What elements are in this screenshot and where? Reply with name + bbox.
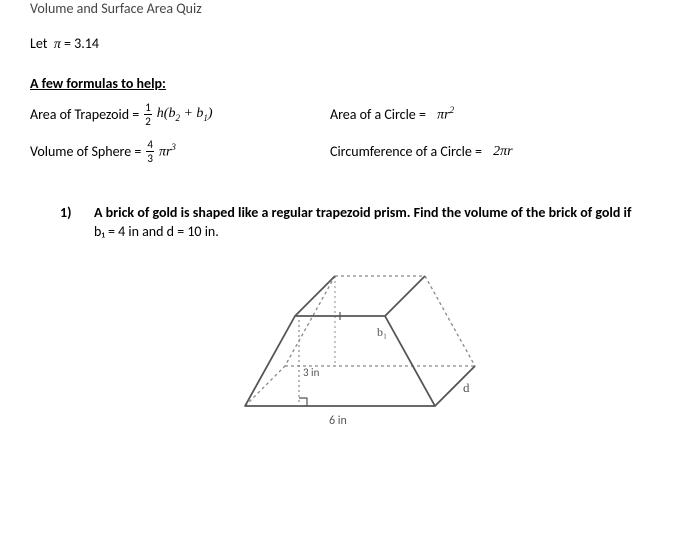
circle-area-label: Area of a Circle =	[330, 106, 426, 123]
let-line: Let π = 3.14	[30, 35, 670, 53]
sphere-exp: 3	[171, 142, 176, 152]
circ-r: r	[507, 144, 512, 159]
sphere-frac-den: 3	[146, 152, 154, 164]
sphere-expr: πr3	[159, 142, 176, 161]
trap-label: Area of Trapezoid =	[30, 106, 139, 123]
sphere-pi: π	[159, 145, 166, 160]
circle-area-expr: πr2	[437, 105, 454, 124]
fig-d-label: d	[463, 380, 470, 395]
let-prefix: Let	[30, 35, 47, 52]
figure-wrap: b₁ 3 in d 6 in	[60, 258, 664, 452]
pi-symbol: π	[54, 37, 61, 52]
formulas-heading: A few formulas to help:	[30, 75, 670, 92]
trap-frac-den: 2	[144, 115, 152, 127]
trap-paren: (b	[164, 106, 176, 121]
fig-base-label: 6 in	[329, 414, 347, 428]
sphere-fraction: 4 3	[146, 139, 154, 164]
trap-h: h	[157, 106, 164, 121]
trap-fraction: 1 2	[144, 102, 152, 127]
front-face	[245, 316, 435, 406]
q1-text: A brick of gold is shaped like a regular…	[94, 204, 664, 221]
trapezoid-prism-figure: b₁ 3 in d 6 in	[207, 258, 517, 448]
depth-top-right	[385, 276, 425, 316]
back-right-edge	[425, 276, 475, 366]
trap-expr: h(b2 + b1)	[157, 106, 213, 123]
fig-h-label: 3 in	[303, 366, 320, 379]
page-title: Volume and Surface Area Quiz	[30, 0, 670, 17]
pi-value: = 3.14	[64, 35, 99, 52]
fig-b1-label: b₁	[377, 325, 387, 339]
circ-expr: 2πr	[493, 144, 512, 160]
circ-label: Circumference of a Circle =	[330, 143, 482, 160]
q1-number: 1)	[60, 204, 78, 221]
formula-circle-area: Area of a Circle = πr2	[330, 102, 670, 127]
circle-area-exp: 2	[450, 105, 455, 115]
right-angle-mark	[299, 398, 307, 406]
formula-trapezoid: Area of Trapezoid = 1 2 h(b2 + b1)	[30, 102, 330, 127]
depth-bottom-left	[245, 366, 285, 406]
trap-plus: + b	[180, 106, 203, 121]
formula-circumference: Circumference of a Circle = 2πr	[330, 139, 670, 164]
formula-grid: Area of Trapezoid = 1 2 h(b2 + b1) Area …	[30, 102, 670, 164]
trap-frac-num: 1	[144, 102, 152, 115]
question-1: 1) A brick of gold is shaped like a regu…	[60, 204, 664, 452]
sphere-frac-num: 4	[146, 139, 154, 152]
sphere-label: Volume of Sphere =	[30, 143, 141, 160]
formula-sphere: Volume of Sphere = 4 3 πr3	[30, 139, 330, 164]
trap-close: )	[208, 106, 213, 121]
depth-top-left	[295, 276, 335, 316]
q1-line2: b₁ = 4 in and d = 10 in.	[94, 223, 664, 240]
